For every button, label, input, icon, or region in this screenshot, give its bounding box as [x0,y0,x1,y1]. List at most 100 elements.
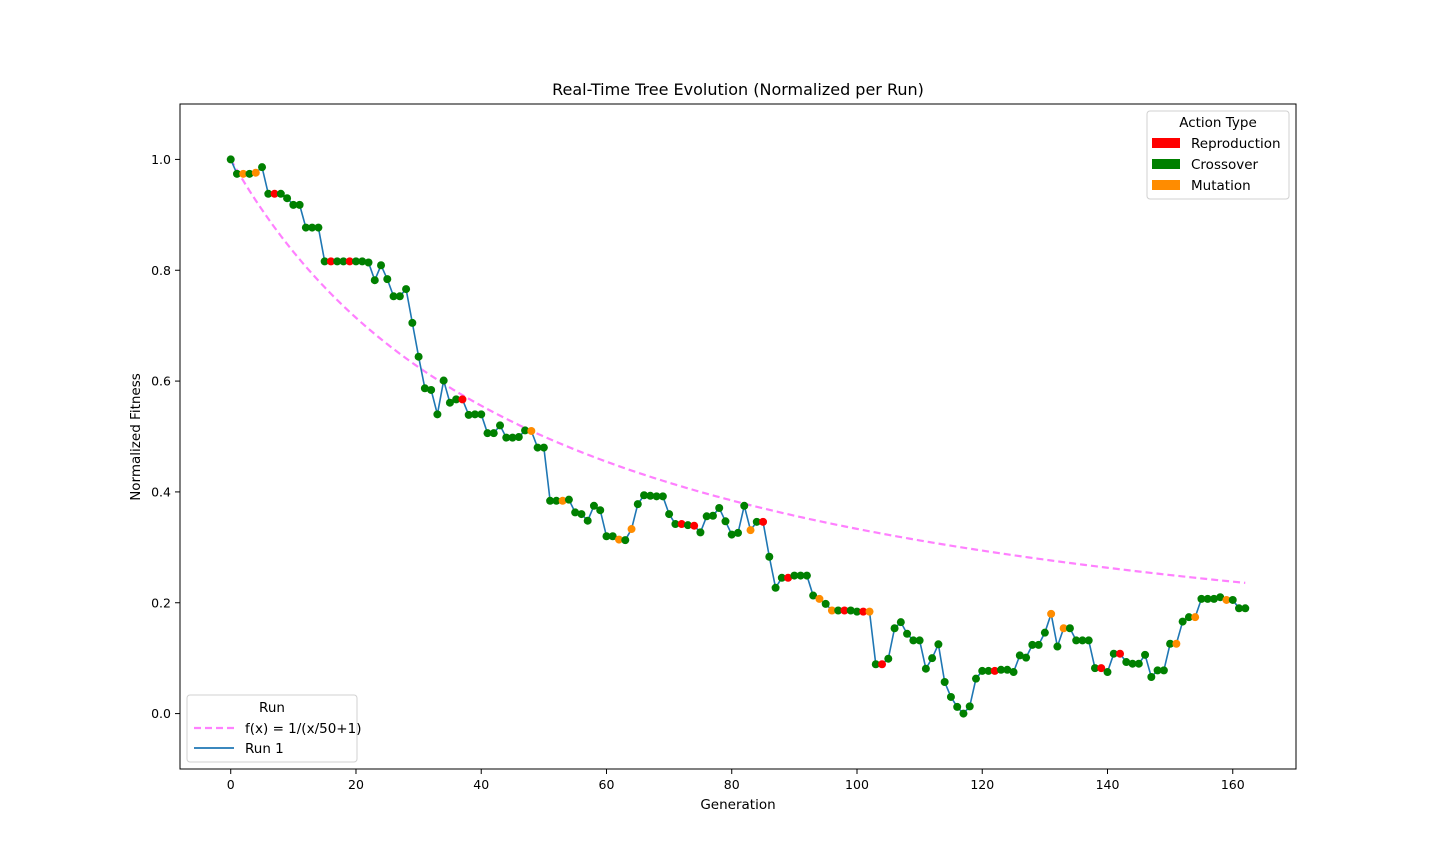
point-reproduction [1116,649,1125,658]
x-tick-label: 140 [1096,777,1120,792]
point-crossover [414,352,423,361]
point-crossover [1241,604,1250,613]
point-crossover [364,258,373,267]
x-tick-label: 20 [348,777,364,792]
point-mutation [527,426,536,435]
point-crossover [1053,642,1062,651]
point-reproduction [326,257,335,266]
point-crossover [790,571,799,580]
x-tick-label: 160 [1221,777,1245,792]
point-crossover [258,163,267,172]
point-crossover [959,709,968,718]
x-axis: 0 20 40 60 80 100 120 140 160 [227,769,1245,792]
point-crossover [539,443,548,452]
x-tick-label: 80 [724,777,740,792]
point-reproduction [270,189,279,198]
point-crossover [1090,664,1099,673]
point-crossover [433,410,442,419]
y-tick-label: 0.4 [151,484,171,499]
point-crossover [1178,617,1187,626]
point-crossover [351,257,360,266]
point-reproduction [859,607,868,616]
point-crossover [445,398,454,407]
point-crossover [727,530,736,539]
point-crossover [1203,594,1212,603]
legend-swatch-mutation [1152,180,1180,190]
point-crossover [734,528,742,537]
point-crossover [915,636,924,645]
action-legend: Action Type Reproduction Crossover Mutat… [1146,110,1290,200]
point-crossover [771,583,780,592]
legend-label-mutation: Mutation [1191,178,1251,194]
point-crossover [940,678,949,686]
point-crossover [652,492,661,501]
point-crossover [1084,636,1093,645]
x-tick-label: 60 [599,777,615,792]
point-mutation [1059,624,1068,633]
point-crossover [552,496,561,505]
point-mutation [827,606,836,615]
point-crossover [395,292,404,301]
x-tick-label: 100 [845,777,869,792]
x-tick-label: 120 [970,777,994,792]
point-crossover [946,692,955,701]
point-crossover [721,517,730,526]
point-crossover [665,510,674,519]
legend-swatch-reproduction [1152,138,1180,148]
point-crossover [1216,593,1225,602]
point-crossover [314,223,323,232]
point-reproduction [784,573,793,582]
point-crossover [1022,653,1031,662]
point-crossover [564,495,573,504]
point-crossover [640,491,649,500]
point-crossover [226,155,235,164]
point-crossover [289,200,298,209]
point-crossover [301,223,310,232]
point-crossover [658,492,667,501]
point-crossover [796,571,805,580]
point-crossover [1028,640,1037,649]
point-reproduction [878,660,887,669]
point-mutation [1047,609,1056,618]
point-crossover [464,410,473,419]
point-mutation [1222,595,1231,604]
point-crossover [264,189,273,198]
point-crossover [377,261,386,270]
point-crossover [333,257,342,266]
point-crossover [997,665,1006,674]
point-crossover [276,189,285,198]
point-mutation [558,496,567,505]
point-crossover [646,491,655,500]
point-crossover [383,275,392,284]
point-crossover [965,702,974,711]
point-crossover [821,599,830,608]
action-legend-frame [1146,110,1290,200]
point-crossover [671,520,680,529]
point-crossover [802,571,811,580]
point-crossover [1153,666,1162,675]
point-crossover [496,421,505,430]
point-crossover [1166,639,1175,648]
point-mutation [627,525,636,534]
point-crossover [1228,595,1237,604]
action-legend-title: Action Type [1179,115,1257,131]
point-crossover [715,503,724,512]
legend-label-reference: f(x) = 1/(x/50+1) [245,721,361,737]
point-crossover [752,517,761,526]
point-reproduction [458,395,467,404]
point-reproduction [1097,664,1106,673]
point-crossover [508,433,517,442]
point-mutation [1191,613,1200,622]
point-crossover [339,257,348,266]
point-crossover [884,654,893,663]
point-crossover [583,516,592,525]
point-crossover [1103,668,1112,677]
point-mutation [1172,639,1181,648]
point-crossover [477,410,486,419]
point-crossover [283,194,292,203]
point-crossover [370,276,379,285]
reference-curve [229,158,1246,584]
point-crossover [633,500,642,509]
point-crossover [809,591,818,600]
